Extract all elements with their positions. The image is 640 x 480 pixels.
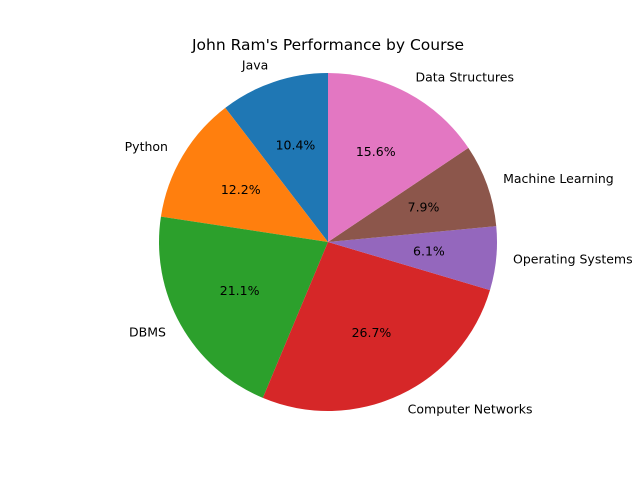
pie-slice-machine-learning — [328, 147, 497, 242]
slice-pct-label-machine-learning: 7.9% — [408, 199, 440, 214]
slice-label-computer-networks: Computer Networks — [408, 401, 533, 416]
pie-slices — [159, 73, 497, 411]
slice-label-dbms: DBMS — [129, 325, 166, 340]
slice-pct-label-computer-networks: 26.7% — [352, 325, 392, 340]
slice-pct-label-python: 12.2% — [221, 182, 261, 197]
slice-label-operating-systems: Operating Systems — [513, 252, 633, 267]
pie-slice-computer-networks — [262, 242, 490, 411]
slice-label-data-structures: Data Structures — [416, 69, 514, 84]
chart-title: John Ram's Performance by Course — [191, 36, 464, 54]
pie-slice-data-structures — [328, 73, 469, 242]
slice-label-python: Python — [125, 139, 168, 154]
slice-pct-label-java: 10.4% — [276, 137, 316, 152]
slice-pct-label-dbms: 21.1% — [220, 283, 260, 298]
pie-slice-python — [160, 107, 328, 242]
pie-slice-operating-systems — [328, 226, 497, 291]
pie-slice-java — [225, 73, 328, 242]
pie-slice-dbms — [159, 216, 328, 398]
pie-labels: Java 10.4% Python 12.2% DBMS 21.1% Computer Ne… — [125, 57, 633, 416]
slice-label-java: Java — [241, 57, 268, 72]
slice-label-machine-learning: Machine Learning — [503, 171, 614, 186]
slice-pct-label-data-structures: 15.6% — [356, 144, 396, 159]
slice-pct-label-operating-systems: 6.1% — [413, 243, 445, 258]
